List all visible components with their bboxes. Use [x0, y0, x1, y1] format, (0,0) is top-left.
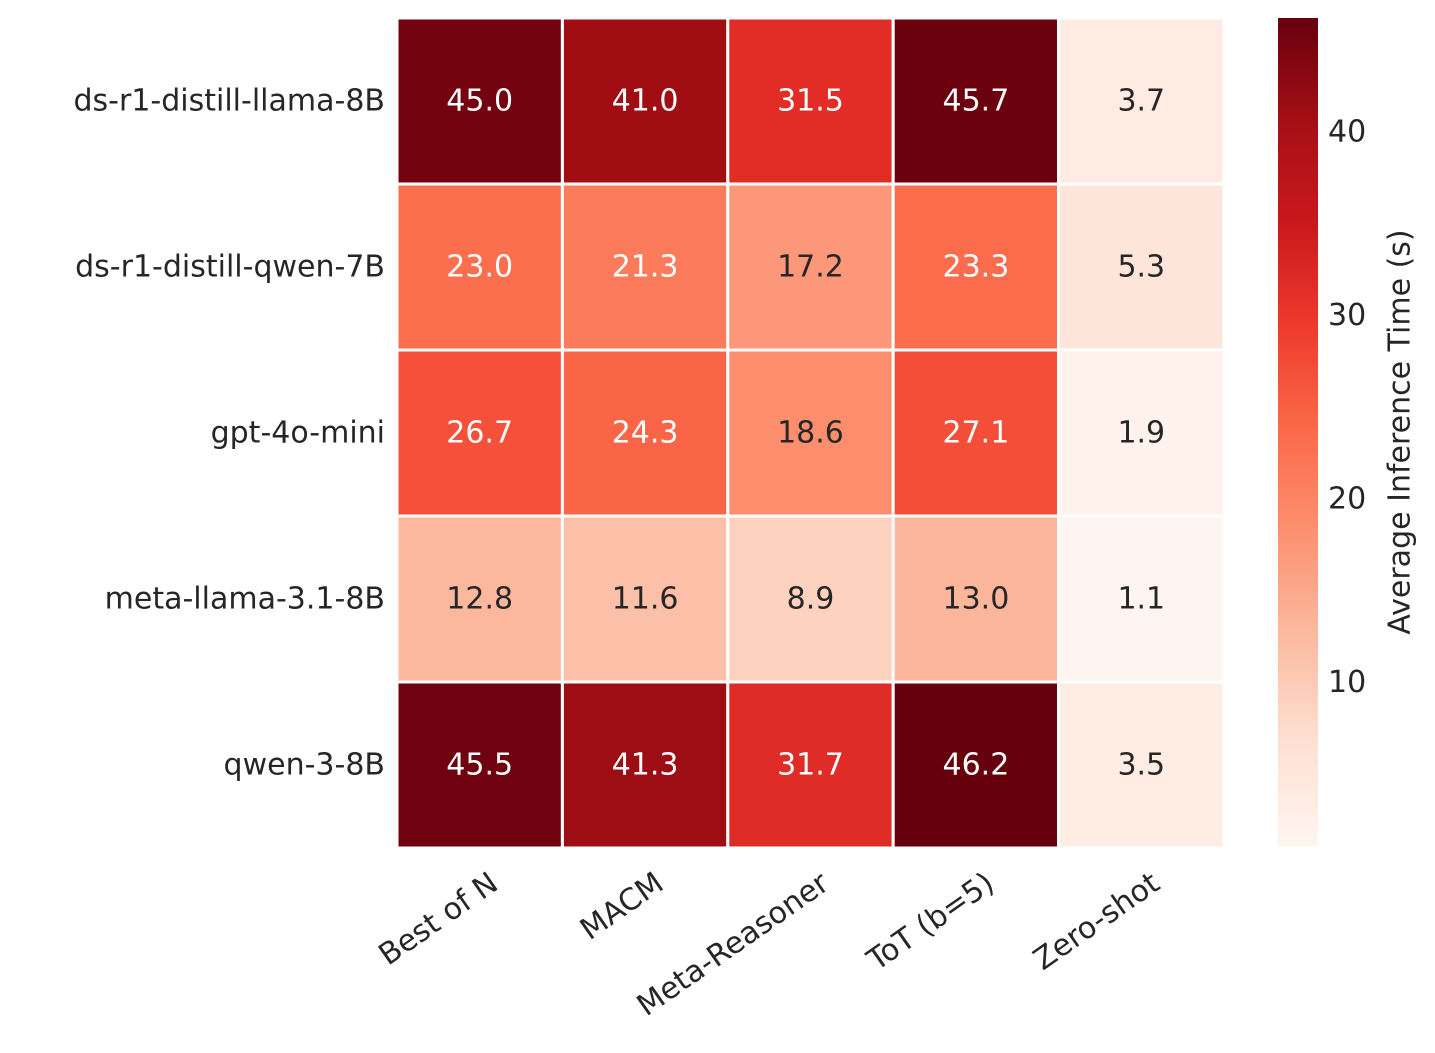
heatmap-cell	[1057, 680, 1226, 850]
cell-value-label: 23.0	[446, 250, 513, 285]
heatmap-cell	[1057, 514, 1226, 684]
cell-value-label: 41.0	[612, 84, 679, 119]
cell-value-label: 3.5	[1117, 748, 1165, 783]
heatmap-cell	[395, 680, 564, 850]
column-label: Zero-shot	[1027, 865, 1166, 977]
cell-value-label: 18.6	[777, 416, 844, 451]
column-label: ToT (b=5)	[860, 866, 1001, 979]
heatmap-cell	[560, 348, 730, 518]
colorbar-tick-label: 10	[1328, 665, 1366, 700]
colorbar-label: Average Inference Time (s)	[1383, 229, 1418, 634]
row-labels: ds-r1-distill-llama-8B ds-r1-distill-qwen…	[74, 84, 386, 783]
cell-value-label: 23.3	[943, 250, 1010, 285]
cell-value-label: 45.5	[446, 748, 513, 783]
heatmap-cell	[395, 16, 564, 186]
column-label: MACM	[574, 866, 670, 948]
cell-value-label: 31.5	[777, 84, 844, 119]
cell-value-label: 1.1	[1117, 582, 1165, 617]
colorbar: 10 20 30 40 Average Inference Time (s)	[1278, 18, 1418, 846]
heatmap-cells	[395, 16, 1226, 850]
cell-value-label: 17.2	[777, 250, 844, 285]
cell-value-label: 3.7	[1117, 84, 1165, 119]
cell-value-label: 27.1	[943, 416, 1010, 451]
heatmap-cell	[560, 514, 730, 684]
cell-value-label: 1.9	[1117, 416, 1165, 451]
row-label: gpt-4o-mini	[211, 416, 385, 451]
cell-value-label: 8.9	[787, 582, 835, 617]
row-label: qwen-3-8B	[224, 748, 385, 783]
colorbar-gradient	[1278, 18, 1318, 846]
cell-value-label: 26.7	[446, 416, 513, 451]
colorbar-ticks: 10 20 30 40	[1328, 114, 1366, 700]
heatmap-cell	[395, 514, 564, 684]
colorbar-tick-label: 20	[1328, 482, 1366, 517]
cell-value-label: 41.3	[612, 748, 679, 783]
heatmap-cell	[891, 348, 1061, 518]
cell-value-label: 21.3	[612, 250, 679, 285]
heatmap-cell	[726, 182, 895, 352]
heatmap-cell	[726, 680, 895, 850]
colorbar-tick-label: 40	[1328, 114, 1366, 149]
row-label: meta-llama-3.1-8B	[105, 582, 385, 617]
row-label: ds-r1-distill-qwen-7B	[75, 250, 385, 285]
cell-value-label: 45.7	[943, 84, 1010, 119]
cell-value-label: 11.6	[612, 582, 679, 617]
cell-value-label: 24.3	[612, 416, 679, 451]
heatmap-cell	[891, 514, 1061, 684]
heatmap-cell	[560, 16, 730, 186]
heatmap-cell	[726, 514, 895, 684]
heatmap-cell	[560, 680, 730, 850]
heatmap-cell	[1057, 182, 1226, 352]
cell-value-label: 13.0	[943, 582, 1010, 617]
cell-value-label: 46.2	[943, 748, 1010, 783]
colorbar-tick-label: 30	[1328, 298, 1366, 333]
cell-value-label: 5.3	[1117, 250, 1165, 285]
column-label: Best of N	[372, 866, 504, 973]
cell-value-label: 31.7	[777, 748, 844, 783]
heatmap-annotations: 45.0 41.0 31.5 45.7 3.7 23.0 21.3 17.2 23.3 5.3 26…	[446, 84, 1165, 783]
heatmap-cell	[726, 16, 895, 186]
heatmap-cell	[395, 182, 564, 352]
cell-value-label: 12.8	[446, 582, 513, 617]
row-label: ds-r1-distill-llama-8B	[74, 84, 386, 119]
cell-value-label: 45.0	[446, 84, 513, 119]
